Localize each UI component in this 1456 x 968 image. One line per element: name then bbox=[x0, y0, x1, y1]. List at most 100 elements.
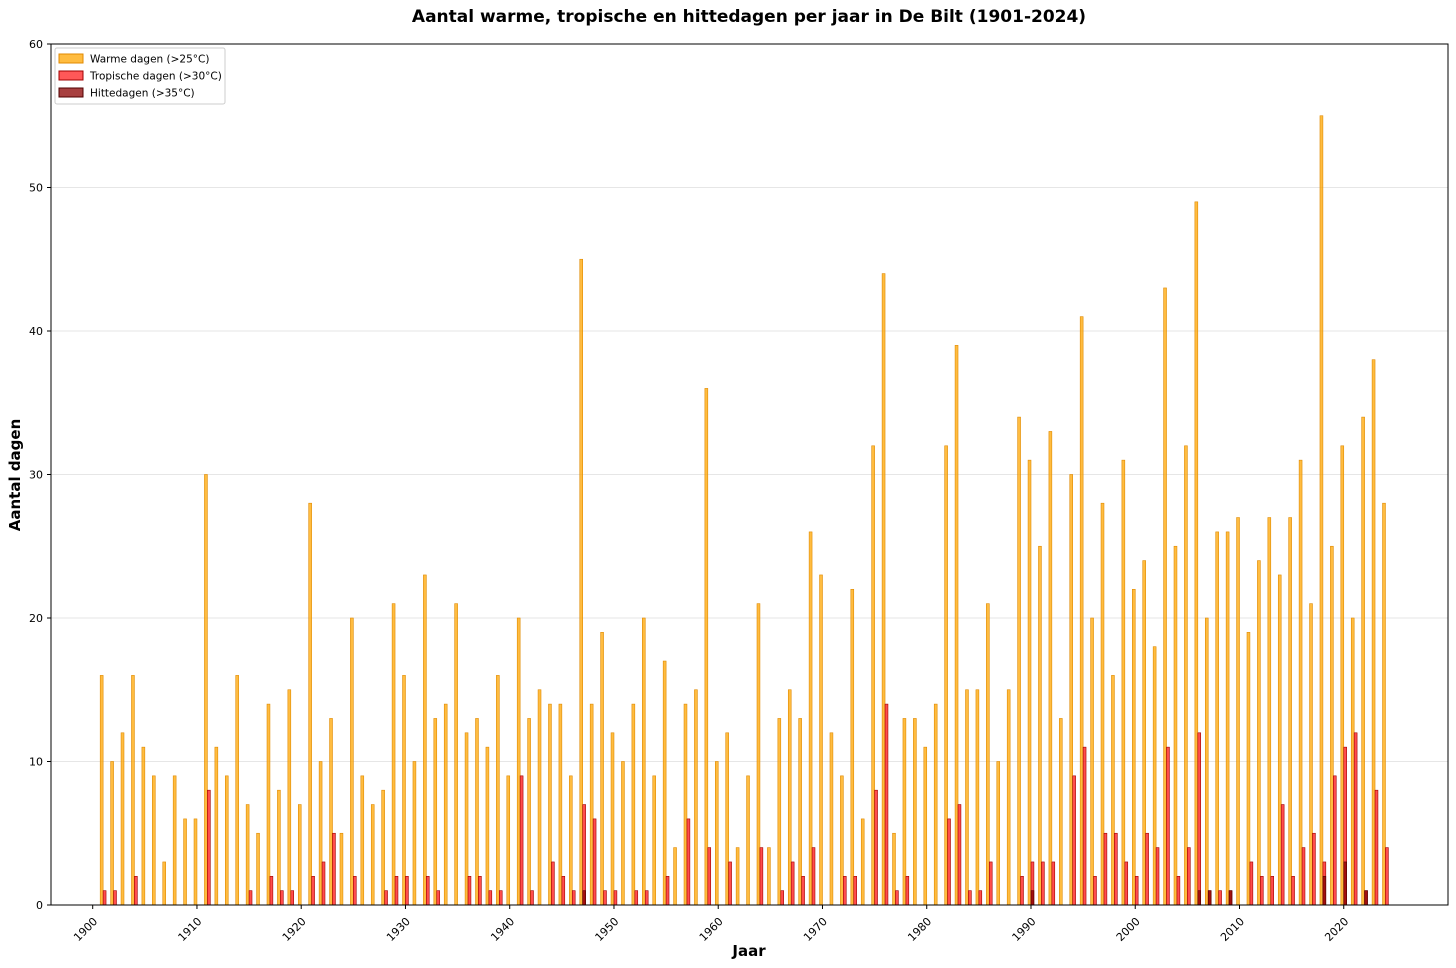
bar-warm-1970 bbox=[819, 574, 823, 906]
bar-warm-1955 bbox=[662, 660, 667, 906]
bar-tropical-1950 bbox=[613, 890, 618, 906]
bar-warm-2010 bbox=[1236, 517, 1240, 906]
legend-label-heat: Hittedagen (>35°C) bbox=[90, 88, 195, 100]
bar-warm-1941 bbox=[516, 617, 521, 906]
bar-warm-1974 bbox=[860, 818, 865, 906]
y-tick-label: 10 bbox=[29, 756, 43, 769]
bar-warm-1935 bbox=[454, 603, 458, 906]
bar-warm-1978 bbox=[902, 718, 907, 906]
x-tick-label: 1960 bbox=[697, 915, 726, 944]
bar-tropical-1984 bbox=[968, 890, 972, 906]
bar-warm-1931 bbox=[412, 761, 417, 906]
x-tick-label: 1990 bbox=[1010, 915, 1039, 944]
bar-warm-1979 bbox=[913, 718, 917, 906]
bar-tropical-1928 bbox=[384, 890, 388, 906]
bar-warm-1961 bbox=[725, 732, 729, 906]
bar-tropical-1918 bbox=[280, 890, 284, 906]
bar-tropical-1921 bbox=[311, 875, 315, 906]
bar-warm-1919 bbox=[287, 689, 292, 906]
bar-tropical-1911 bbox=[207, 789, 211, 906]
bar-warm-1992 bbox=[1048, 431, 1053, 906]
bar-warm-1908 bbox=[172, 775, 177, 906]
x-tick-label: 2000 bbox=[1114, 915, 1143, 944]
bar-tropical-1967 bbox=[790, 861, 795, 906]
x-axis-label: Jaar bbox=[731, 942, 766, 960]
bar-tropical-1957 bbox=[686, 818, 691, 906]
x-tick-label: 1910 bbox=[175, 915, 204, 944]
bar-warm-1906 bbox=[152, 775, 156, 906]
bar-tropical-1915 bbox=[248, 890, 253, 906]
bar-warm-2022 bbox=[1361, 416, 1365, 906]
bar-warm-1972 bbox=[840, 775, 844, 906]
bar-heat-2020 bbox=[1343, 861, 1347, 906]
bar-warm-1982 bbox=[944, 445, 948, 906]
bar-tropical-1968 bbox=[801, 875, 805, 906]
bar-tropical-1925 bbox=[353, 875, 357, 906]
y-tick-label: 30 bbox=[29, 469, 43, 482]
bar-warm-1958 bbox=[694, 689, 698, 906]
bar-tropical-2011 bbox=[1249, 861, 1254, 906]
bar-tropical-1944 bbox=[551, 861, 555, 906]
x-tick-label: 1980 bbox=[905, 915, 934, 944]
bar-warm-1964 bbox=[756, 603, 761, 906]
bar-tropical-2019 bbox=[1333, 775, 1337, 906]
legend-label-warm: Warme dagen (>25°C) bbox=[90, 54, 209, 66]
bar-warm-1901 bbox=[99, 675, 104, 906]
bar-warm-1923 bbox=[329, 718, 333, 906]
bar-warm-1971 bbox=[829, 732, 834, 906]
bar-warm-1921 bbox=[308, 502, 312, 906]
bar-tropical-1932 bbox=[426, 875, 430, 906]
bar-warm-1933 bbox=[433, 718, 438, 906]
bar-tropical-1961 bbox=[728, 861, 732, 906]
bar-heat-2006 bbox=[1197, 890, 1202, 906]
x-axis-ticks: 1900 1910 1920 1930 1940 1950 1960 1970 1980 1990… bbox=[71, 905, 1351, 944]
bar-tropical-2014 bbox=[1280, 804, 1285, 906]
bar-tropical-1976 bbox=[884, 703, 889, 906]
bar-warm-1990 bbox=[1027, 459, 1032, 906]
bar-warm-1932 bbox=[423, 574, 427, 906]
bar-warm-1904 bbox=[131, 675, 135, 906]
bar-warm-1912 bbox=[214, 746, 219, 906]
bar-warm-2017 bbox=[1309, 603, 1313, 906]
bar-tropical-2024 bbox=[1385, 847, 1389, 906]
bar-tropical-1969 bbox=[811, 847, 816, 906]
bar-warm-1925 bbox=[350, 617, 354, 906]
x-tick-label: 1930 bbox=[384, 915, 413, 944]
bar-warm-2008 bbox=[1215, 531, 1219, 906]
bar-warm-1929 bbox=[391, 603, 396, 906]
bar-warm-1986 bbox=[986, 603, 990, 906]
bar-warm-1914 bbox=[235, 675, 239, 906]
bar-tropical-1941 bbox=[519, 775, 524, 906]
bar-warm-2016 bbox=[1298, 459, 1303, 906]
bar-warm-2019 bbox=[1330, 545, 1334, 906]
bar-tropical-1982 bbox=[947, 818, 951, 906]
bar-tropical-1945 bbox=[561, 875, 566, 906]
bar-warm-1976 bbox=[881, 273, 886, 906]
bar-tropical-1978 bbox=[905, 875, 910, 906]
bar-warm-1989 bbox=[1017, 416, 1021, 906]
bar-tropical-1948 bbox=[592, 818, 597, 906]
bar-warm-2020 bbox=[1340, 445, 1345, 906]
bar-warm-1915 bbox=[245, 804, 250, 906]
bar-tropical-1983 bbox=[957, 804, 962, 906]
bar-warm-1991 bbox=[1038, 545, 1042, 906]
bar-warm-1911 bbox=[204, 474, 208, 906]
bar-tropical-1996 bbox=[1093, 875, 1097, 906]
bar-tropical-2003 bbox=[1166, 746, 1170, 906]
bar-tropical-1929 bbox=[394, 875, 399, 906]
bar-warm-2006 bbox=[1194, 201, 1199, 906]
bar-warm-2021 bbox=[1350, 617, 1355, 906]
bar-tropical-1901 bbox=[102, 890, 107, 906]
bar-warm-1952 bbox=[631, 703, 636, 906]
x-tick-label: 1950 bbox=[593, 915, 622, 944]
y-axis-label: Aantal dagen bbox=[6, 419, 24, 532]
bar-warm-2009 bbox=[1225, 531, 1230, 906]
bar-warm-2024 bbox=[1382, 502, 1386, 906]
bar-warm-1957 bbox=[683, 703, 688, 906]
x-tick-label: 2010 bbox=[1218, 915, 1247, 944]
bar-heat-1947 bbox=[582, 890, 586, 906]
chart-title: Aantal warme, tropische en hittedagen pe… bbox=[412, 7, 1086, 27]
bar-warm-2012 bbox=[1257, 560, 1261, 906]
bar-warm-1937 bbox=[475, 718, 479, 906]
